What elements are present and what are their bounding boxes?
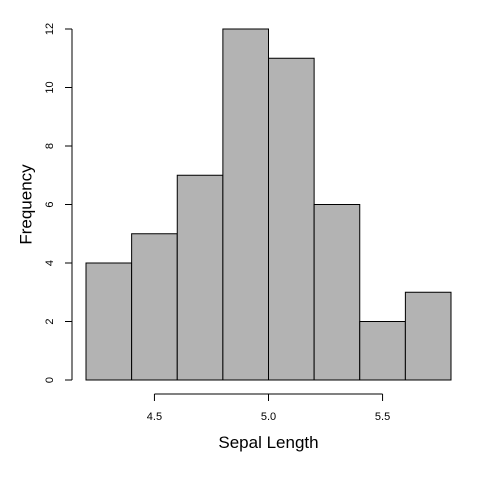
histogram-bar-2 [131, 233, 178, 381]
y-tick-label-6: 12 [44, 23, 56, 35]
y-axis: 0 2 4 6 8 10 12 [44, 23, 73, 383]
y-tick-label-1: 2 [44, 318, 56, 324]
x-axis-title: Sepal Length [218, 433, 318, 452]
x-tick-label-0: 4.5 [147, 411, 162, 423]
y-tick-label-2: 4 [44, 260, 56, 266]
y-axis-title: Frequency [17, 164, 36, 245]
histogram-bar-4 [222, 28, 269, 381]
y-tick-label-3: 6 [44, 201, 56, 207]
histogram-bar-8 [404, 291, 452, 381]
x-axis: 4.5 5.0 5.5 [147, 393, 390, 423]
x-tick-label-2: 5.5 [375, 411, 390, 423]
y-tick-label-4: 8 [44, 143, 56, 149]
x-tick-label-1: 5.0 [261, 411, 276, 423]
histogram-bar-7 [359, 321, 406, 381]
histogram-bar-1 [85, 262, 133, 381]
bars-group [85, 28, 452, 381]
y-tick-label-0: 0 [44, 377, 56, 383]
histogram-bar-5 [268, 57, 315, 381]
histogram-bar-3 [176, 174, 224, 381]
y-tick-label-5: 10 [44, 81, 56, 93]
histogram-bar-6 [313, 204, 361, 381]
